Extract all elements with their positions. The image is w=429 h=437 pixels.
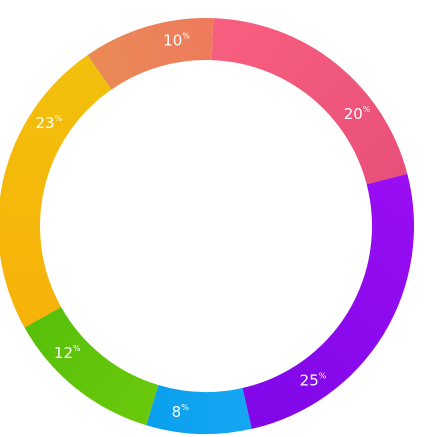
slice-label-unit: % — [319, 372, 327, 381]
slice-label-value: 23 — [35, 114, 54, 132]
slice-label-unit: % — [55, 114, 63, 123]
slice-label-20: 20% — [344, 105, 371, 123]
donut-slice-23 — [0, 55, 112, 328]
donut-slice-12 — [24, 307, 159, 426]
slice-label-value: 8 — [172, 403, 182, 421]
slice-label-25: 25% — [300, 372, 327, 390]
slice-label-unit: % — [182, 31, 190, 40]
slice-label-value: 12 — [54, 344, 73, 362]
donut-slice-10 — [87, 17, 214, 90]
slice-label-unit: % — [181, 403, 189, 412]
slice-label-unit: % — [363, 105, 371, 114]
slice-label-8: 8% — [172, 403, 190, 421]
slice-label-10: 10% — [163, 31, 190, 49]
donut-slice-25 — [242, 173, 414, 429]
slice-label-value: 10 — [163, 31, 182, 49]
donut-slice-8 — [146, 385, 252, 434]
donut-slices — [0, 17, 414, 434]
donut-slice-20 — [211, 18, 408, 185]
slice-label-12: 12% — [54, 344, 81, 362]
slice-label-value: 20 — [344, 105, 363, 123]
donut-labels: 20%25%8%12%23%10% — [35, 31, 370, 421]
slice-label-unit: % — [73, 344, 81, 353]
slice-label-23: 23% — [35, 114, 62, 132]
slice-label-value: 25 — [300, 372, 319, 390]
